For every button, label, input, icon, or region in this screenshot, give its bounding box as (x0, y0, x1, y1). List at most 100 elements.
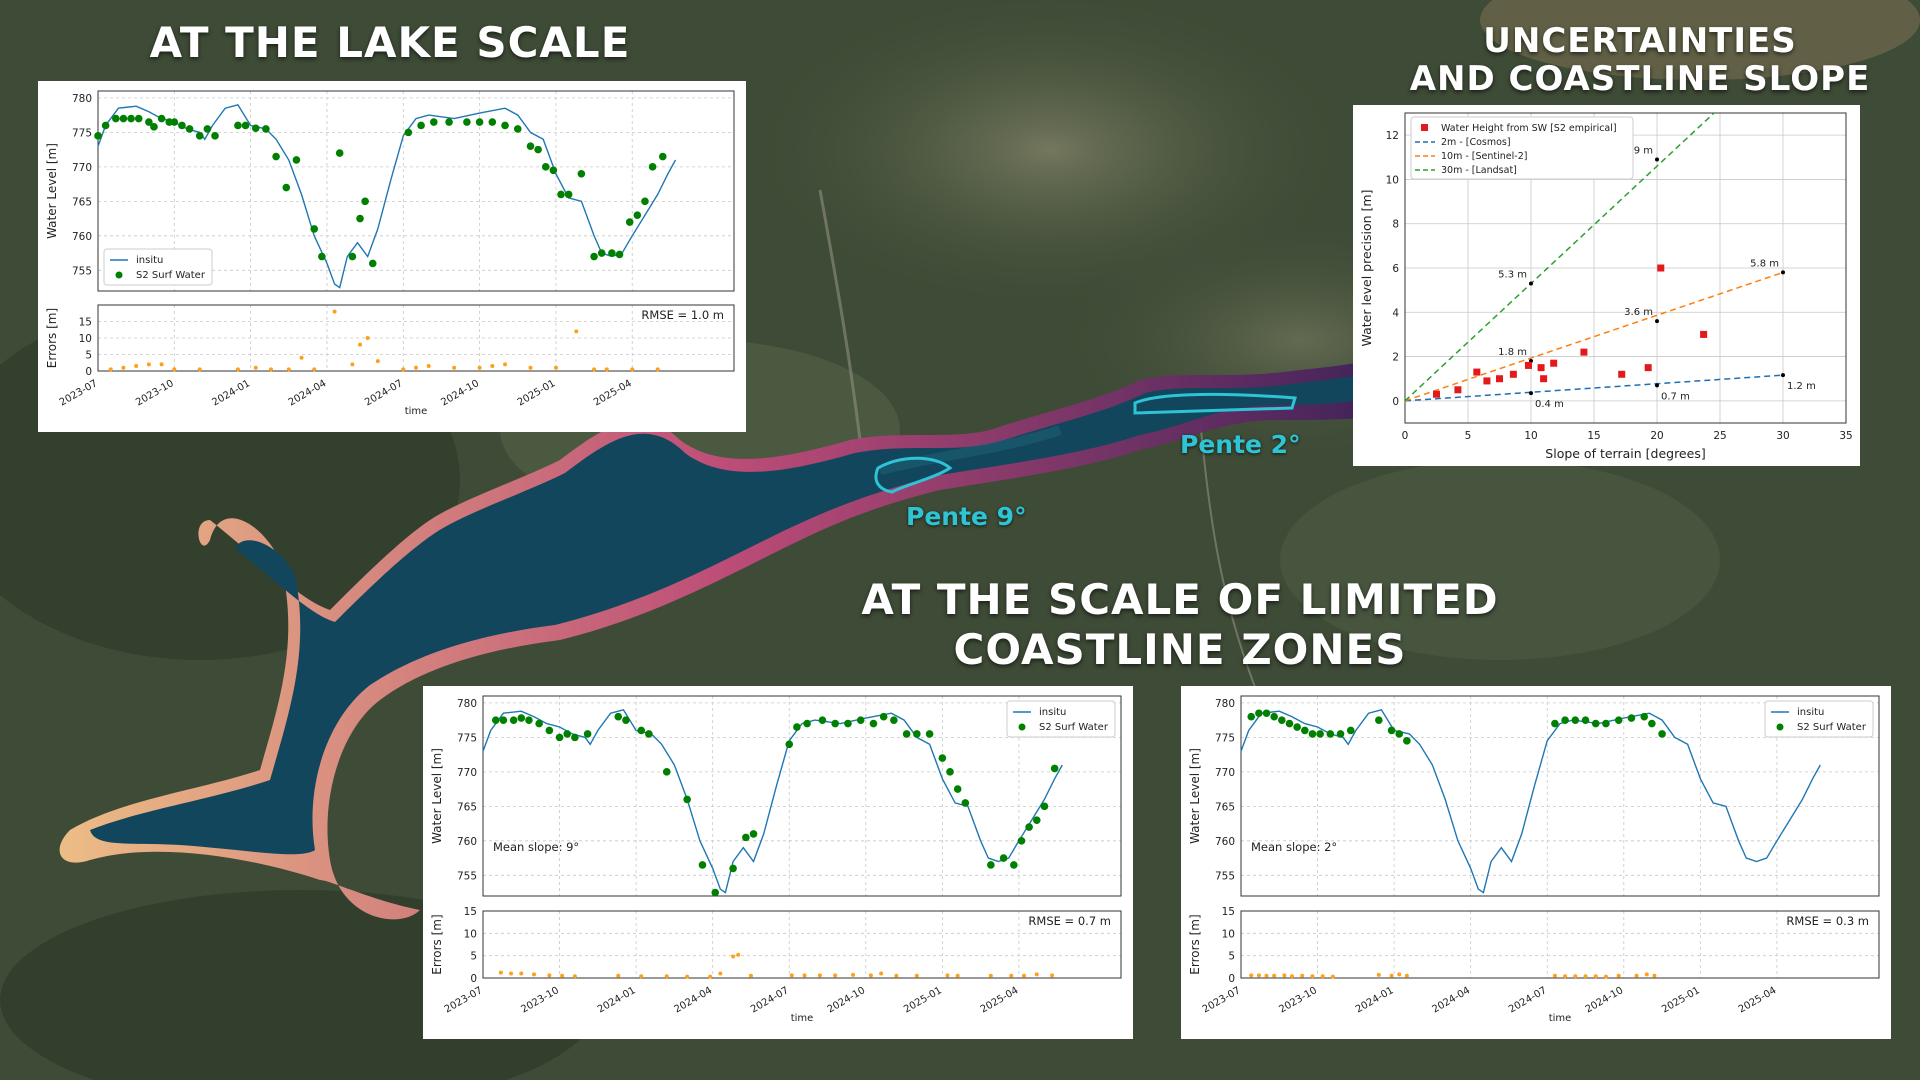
zone-title-line2: COASTLINE ZONES (953, 625, 1407, 674)
y-tick-label: 755 (1215, 870, 1235, 882)
legend-surf-swatch (115, 271, 123, 279)
error-y-tick-label: 10 (464, 928, 477, 940)
surf-water-point (101, 121, 110, 130)
error-point (414, 365, 418, 370)
surf-water-point (203, 125, 212, 133)
surf-water-point (946, 768, 954, 776)
surf-water-point (509, 716, 518, 724)
surf-water-point (251, 124, 260, 133)
plot-frame (482, 695, 1122, 897)
surf-water-point (491, 716, 500, 724)
sw-point (1700, 330, 1708, 338)
surf-water-point (590, 252, 598, 261)
error-point (1009, 973, 1014, 978)
surf-water-point (729, 864, 737, 873)
zone-title-line1: AT THE SCALE OF LIMITED (861, 575, 1499, 624)
annotation-point (1781, 270, 1785, 275)
surf-water-point (356, 214, 364, 223)
error-point (1050, 973, 1055, 978)
error-point (134, 364, 139, 369)
x-axis-label: time (405, 406, 428, 417)
surf-water-point (1301, 726, 1309, 735)
surf-water-point (557, 190, 565, 199)
error-plot-frame (1240, 910, 1880, 979)
surf-water-point (608, 249, 616, 257)
surf-water-point (1640, 712, 1649, 721)
surf-water-point (742, 833, 750, 842)
surf-water-point (526, 142, 535, 150)
surf-water-point (645, 730, 653, 738)
surf-water-point (571, 733, 579, 742)
surf-water-point (463, 118, 471, 126)
surf-water-point (890, 716, 898, 724)
surf-water-point (1270, 712, 1278, 721)
error-y-axis-label: Errors [m] (1188, 914, 1202, 974)
surf-water-point (856, 716, 865, 724)
legend-surf-label: S2 Surf Water (1797, 722, 1867, 733)
legend-sw-swatch (1421, 124, 1428, 131)
legend-surf-label: S2 Surf Water (1039, 722, 1109, 733)
surf-water-point (902, 730, 911, 738)
error-point (509, 971, 514, 976)
error-point (1652, 973, 1657, 978)
error-point (1290, 974, 1295, 979)
surf-water-point (195, 132, 204, 140)
error-y-tick-label: 10 (79, 333, 92, 345)
error-point (708, 974, 713, 979)
surf-water-point (145, 118, 153, 126)
y-tick-label: 780 (72, 93, 92, 105)
legend-line-label: 10m - [Sentinel-2] (1441, 151, 1527, 162)
error-y-tick-label: 0 (1228, 973, 1235, 985)
surf-water-point (234, 121, 242, 130)
surf-water-point (913, 730, 921, 738)
error-point (312, 367, 317, 372)
surf-water-point (535, 719, 543, 728)
x-tick-label: 2024-07 (1507, 985, 1549, 1015)
error-point (1593, 974, 1598, 979)
error-plot-frame (97, 304, 735, 372)
lake-scale-title: AT THE LAKE SCALE (149, 18, 631, 67)
error-point (572, 974, 577, 979)
legend-surf-swatch (1018, 723, 1026, 731)
surf-water-point (475, 118, 484, 126)
x-tick-label: 2023-07 (58, 378, 100, 408)
surf-water-point (683, 795, 691, 804)
sw-point (1496, 375, 1503, 383)
pente-9-label: Pente 9° (906, 502, 1027, 531)
error-point (833, 973, 838, 978)
surf-water-point (119, 114, 128, 123)
surf-water-point (488, 118, 497, 126)
legend: insitu S2 Surf Water (103, 248, 213, 286)
surf-water-point (525, 716, 533, 724)
error-point (655, 367, 660, 372)
error-point (574, 329, 579, 334)
legend-line-label: 30m - [Landsat] (1441, 165, 1517, 176)
y-tick-label: 765 (72, 196, 92, 208)
surf-water-point (987, 861, 995, 869)
surf-water-point (1561, 716, 1569, 724)
error-y-tick-label: 0 (85, 366, 92, 378)
surf-water-point (211, 132, 219, 140)
y-tick-label: 775 (72, 127, 92, 139)
surf-water-point (1010, 861, 1018, 869)
surf-water-point (633, 211, 642, 219)
annotation-point (1781, 373, 1785, 378)
surf-water-point (658, 152, 667, 161)
x-tick-label: 2024-04 (287, 378, 329, 408)
surf-water-point (615, 250, 624, 259)
sw-point (1644, 364, 1652, 372)
annotation-label: 3.6 m (1624, 307, 1653, 318)
mean-slope-label: Mean slope: 9° (493, 840, 579, 854)
error-point (894, 973, 899, 978)
error-point (553, 365, 558, 370)
error-point (528, 365, 533, 370)
annotation-label: 1.2 m (1787, 381, 1816, 392)
surf-water-point (292, 156, 301, 164)
y-tick-label: 780 (457, 698, 477, 710)
y-tick-label: 770 (72, 162, 92, 174)
surf-water-point (1025, 823, 1033, 831)
surf-water-point (938, 754, 947, 762)
plot-frame (1404, 112, 1847, 424)
x-tick-label: 10 (1524, 430, 1537, 442)
surf-water-point (622, 716, 630, 724)
